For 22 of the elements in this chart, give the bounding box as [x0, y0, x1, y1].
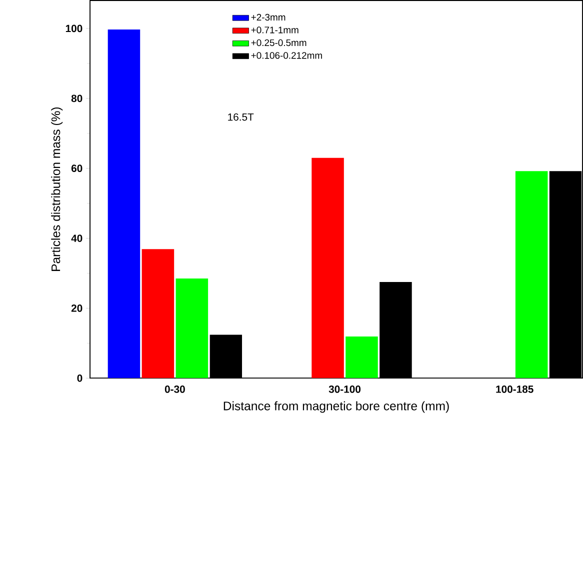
bar: [346, 336, 378, 378]
bar: [515, 171, 548, 378]
y-tick-label: 0: [77, 374, 82, 382]
x-tick-label: 0-30: [164, 386, 185, 393]
y-tick-label: 80: [71, 94, 82, 102]
bar: [312, 158, 344, 378]
legend-label: +0.71-1mm: [251, 26, 298, 34]
y-tick-label: 60: [71, 164, 82, 172]
y-axis-title: Particles distribution mass (%): [51, 107, 63, 271]
legend-label: +2-3mm: [251, 14, 286, 21]
legend-label: +0.106-0.212mm: [251, 52, 322, 59]
y-tick-label: 20: [71, 304, 82, 312]
y-tick-label: 100: [66, 24, 82, 32]
x-axis-title: Distance from magnetic bore centre (mm): [224, 401, 449, 413]
bar: [142, 249, 174, 378]
legend-label: +0.25-0.5mm: [251, 39, 306, 46]
bar: [176, 278, 208, 378]
x-tick-label: 100-185: [496, 386, 534, 393]
bar: [108, 29, 140, 378]
x-tick-label: 30-100: [328, 386, 361, 393]
annotation: 16.5T: [228, 113, 254, 121]
y-tick-label: 40: [71, 234, 82, 242]
